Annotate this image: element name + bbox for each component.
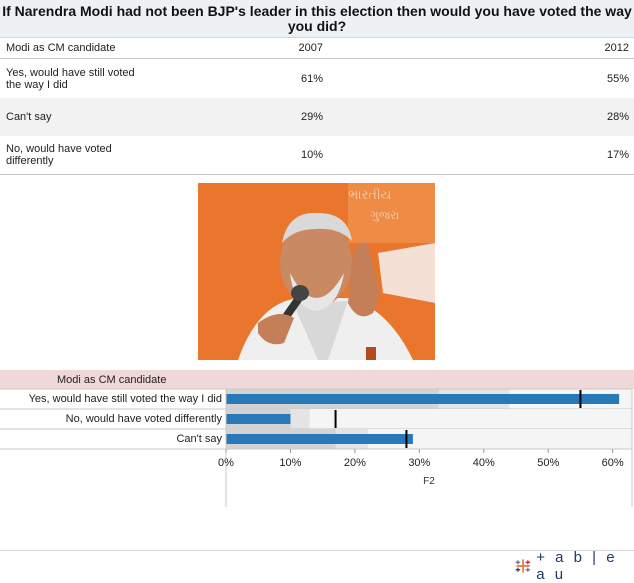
- category-label: Yes, would have still voted the way I di…: [28, 393, 222, 405]
- data-table: Modi as CM candidate 2007 2012 Yes, woul…: [0, 38, 634, 175]
- footer-divider: [0, 550, 634, 551]
- table-header-row: Modi as CM candidate 2007 2012: [0, 38, 634, 59]
- x-tick-label: 30%: [408, 457, 430, 469]
- bar: [226, 394, 620, 404]
- x-tick-label: 10%: [279, 457, 301, 469]
- tableau-logo: + a b | e a u: [514, 549, 634, 583]
- bar-chart: Modi as CM candidate Yes, would have sti…: [0, 370, 634, 520]
- tableau-cross-icon: [515, 559, 531, 573]
- table-header-cell: 2012: [563, 38, 634, 59]
- table-cell: No, would have voted differently: [0, 136, 152, 175]
- bar: [226, 434, 413, 444]
- photo-banner-text: ભારતીય: [348, 187, 392, 202]
- table-cell: Yes, would have still voted the way I di…: [6, 66, 135, 91]
- chart-plot-area: 0% 10% 20% 30% 40% 50% 60% F2: [0, 388, 633, 507]
- bar: [226, 414, 291, 424]
- tableau-wordmark: + a b | e a u: [536, 549, 618, 583]
- x-axis-label: F2: [423, 476, 435, 487]
- reference-band: [290, 409, 310, 429]
- x-tick-label: 0%: [218, 457, 234, 469]
- chart-header-band: Modi as CM candidate: [0, 370, 634, 389]
- category-label: Can't say: [176, 433, 222, 445]
- table-header-cell: 2007: [152, 38, 563, 59]
- photo-narendra-modi: ભારતીય ગુજરા: [198, 183, 435, 360]
- table-cell: 28%: [563, 98, 634, 136]
- table-row: Can't say 29% 28%: [0, 98, 634, 136]
- table-cell: 29%: [152, 98, 563, 136]
- table-cell: 55%: [606, 72, 629, 85]
- x-tick-label: 40%: [473, 457, 495, 469]
- table-cell: Can't say: [0, 98, 152, 136]
- table-row: No, would have voted differently 10% 17%: [0, 136, 634, 175]
- table-cell: 10%: [152, 136, 563, 175]
- photo-illustration: ભારતીય ગુજરા: [198, 183, 435, 360]
- row-background: [226, 409, 632, 429]
- table-cell: 61%: [300, 72, 323, 85]
- table-cell: 17%: [563, 136, 634, 175]
- category-label: No, would have voted differently: [65, 413, 222, 425]
- photo-banner-text: ગુજરા: [370, 208, 399, 222]
- table-row: Yes, would have still voted the way I di…: [0, 59, 634, 99]
- chart-title: If Narendra Modi had not been BJP's lead…: [0, 0, 634, 38]
- chart-header-label: Modi as CM candidate: [57, 374, 167, 386]
- table-header-cell: Modi as CM candidate: [0, 38, 152, 59]
- x-tick-label: 20%: [344, 457, 366, 469]
- x-tick-label: 50%: [537, 457, 559, 469]
- x-tick-label: 60%: [602, 457, 624, 469]
